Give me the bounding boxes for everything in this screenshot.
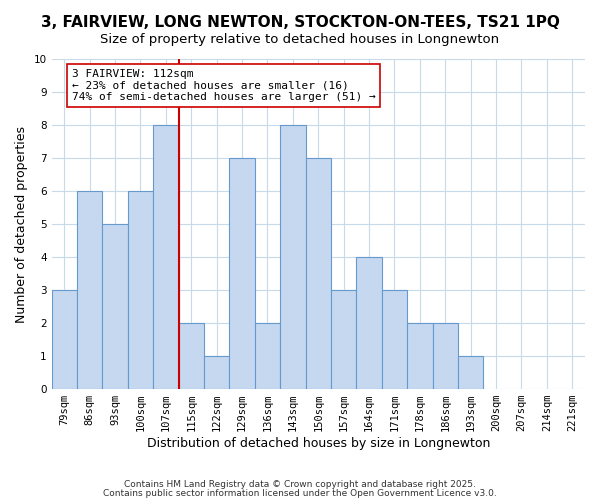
Bar — [229, 158, 255, 389]
Bar — [305, 158, 331, 389]
Bar — [77, 191, 103, 389]
Bar — [407, 323, 433, 389]
Bar — [179, 323, 204, 389]
Bar — [103, 224, 128, 389]
Text: Contains public sector information licensed under the Open Government Licence v3: Contains public sector information licen… — [103, 488, 497, 498]
Bar — [52, 290, 77, 389]
Text: Size of property relative to detached houses in Longnewton: Size of property relative to detached ho… — [100, 32, 500, 46]
Bar — [128, 191, 153, 389]
X-axis label: Distribution of detached houses by size in Longnewton: Distribution of detached houses by size … — [146, 437, 490, 450]
Bar — [255, 323, 280, 389]
Text: Contains HM Land Registry data © Crown copyright and database right 2025.: Contains HM Land Registry data © Crown c… — [124, 480, 476, 489]
Bar — [382, 290, 407, 389]
Bar — [280, 125, 305, 389]
Bar — [433, 323, 458, 389]
Bar — [331, 290, 356, 389]
Bar — [204, 356, 229, 389]
Bar — [153, 125, 179, 389]
Bar — [356, 257, 382, 389]
Text: 3, FAIRVIEW, LONG NEWTON, STOCKTON-ON-TEES, TS21 1PQ: 3, FAIRVIEW, LONG NEWTON, STOCKTON-ON-TE… — [41, 15, 559, 30]
Bar — [458, 356, 484, 389]
Y-axis label: Number of detached properties: Number of detached properties — [15, 126, 28, 322]
Text: 3 FAIRVIEW: 112sqm
← 23% of detached houses are smaller (16)
74% of semi-detache: 3 FAIRVIEW: 112sqm ← 23% of detached hou… — [72, 69, 376, 102]
